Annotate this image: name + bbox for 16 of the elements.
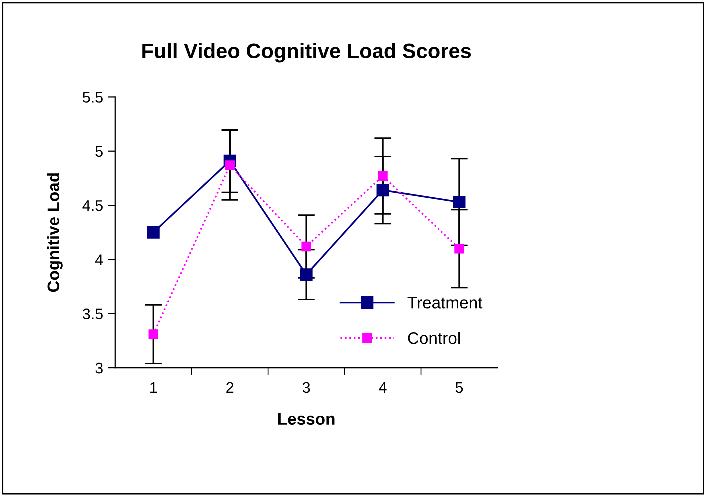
x-tick-label: 1 xyxy=(150,382,158,393)
y-tick-label: 4 xyxy=(95,254,104,266)
legend-label: Treatment xyxy=(408,297,483,309)
y-tick-label: 5 xyxy=(96,146,103,158)
y-axis-title: Cognitive Load xyxy=(47,174,63,292)
y-tick-label: 3 xyxy=(96,362,103,374)
y-tick-label: 4.5 xyxy=(82,200,103,212)
x-tick-label: 4 xyxy=(379,382,387,393)
x-axis-title: Lesson xyxy=(278,413,335,426)
x-tick-label: 2 xyxy=(226,382,234,393)
x-tick-label: 5 xyxy=(456,382,464,394)
x-tick-label: 3 xyxy=(302,382,310,394)
legend-label: Control xyxy=(408,332,460,344)
chart-title: Full Video Cognitive Load Scores xyxy=(142,43,472,63)
y-tick-label: 3.5 xyxy=(82,308,103,320)
y-tick-label: 5.5 xyxy=(82,92,103,103)
